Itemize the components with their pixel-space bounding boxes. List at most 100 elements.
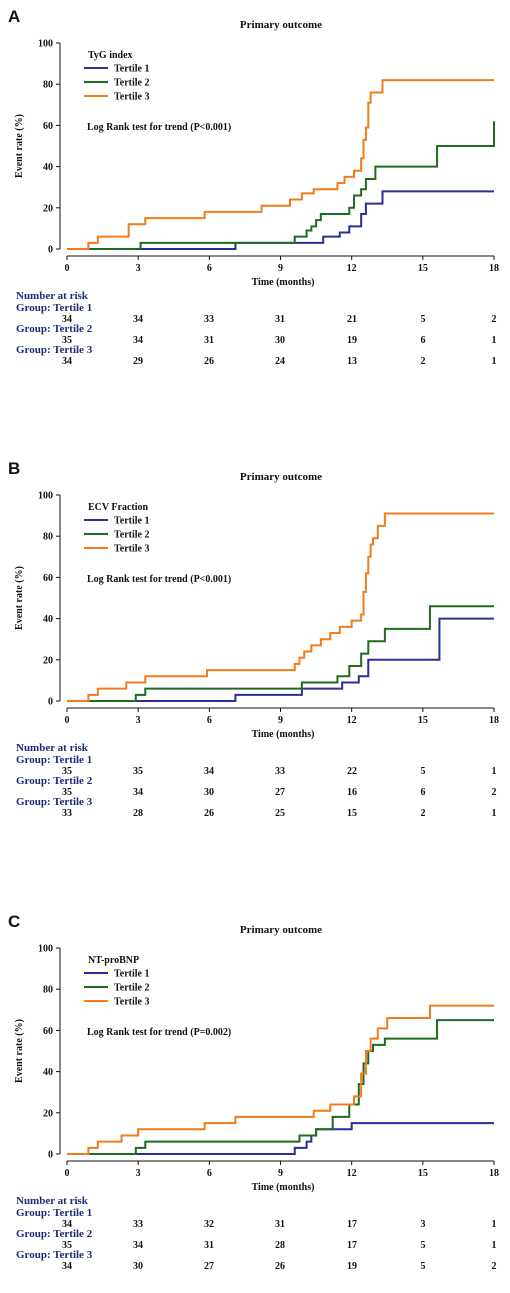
risk-count: 28 [275,1240,285,1251]
y-tick-label: 100 [38,491,53,502]
risk-count: 32 [204,1219,214,1230]
risk-count: 19 [347,335,357,346]
risk-count: 24 [275,356,285,367]
y-tick-label: 20 [43,203,53,214]
risk-count: 34 [133,335,143,346]
risk-count: 5 [421,314,426,325]
risk-count: 26 [275,1261,285,1272]
risk-group-label: Group: Tertile 1 [16,754,92,766]
risk-count: 2 [492,314,497,325]
x-tick-label: 0 [65,715,70,726]
x-tick-label: 0 [65,263,70,274]
legend-label-tertile-1: Tertile 1 [114,969,149,980]
risk-count: 31 [204,1240,214,1251]
risk-count: 13 [347,356,357,367]
x-tick-label: 9 [278,715,283,726]
series-line-tertile-3 [67,512,494,702]
chart-title: Primary outcome [240,924,322,936]
series-line-tertile-2 [67,121,495,250]
x-tick-label: 6 [207,263,212,274]
risk-count: 1 [492,1219,497,1230]
x-tick-label: 15 [418,715,428,726]
panel-letter: B [8,459,20,478]
risk-count: 35 [62,1240,72,1251]
panel-letter: A [8,7,20,26]
chart-title: Primary outcome [240,19,322,31]
risk-count: 30 [275,335,285,346]
legend-title: TyG index [88,50,133,61]
risk-table-heading: Number at risk [16,290,89,302]
risk-group-label: Group: Tertile 3 [16,796,93,808]
risk-count: 27 [204,1261,214,1272]
risk-count: 1 [492,335,497,346]
risk-count: 26 [204,808,214,819]
series-line-tertile-2 [67,605,494,702]
x-tick-label: 3 [136,263,141,274]
risk-count: 19 [347,1261,357,1272]
legend-label-tertile-3: Tertile 3 [114,997,149,1008]
risk-count: 16 [347,787,357,798]
risk-count: 15 [347,808,357,819]
x-axis-label: Time (months) [252,277,315,288]
risk-count: 33 [275,766,285,777]
risk-count: 35 [62,335,72,346]
y-tick-label: 0 [48,697,53,708]
risk-count: 30 [133,1261,143,1272]
legend-label-tertile-2: Tertile 2 [114,530,149,541]
risk-count: 17 [347,1240,357,1251]
x-tick-label: 18 [489,1168,499,1179]
risk-count: 2 [421,356,426,367]
legend-label-tertile-2: Tertile 2 [114,78,149,89]
x-tick-label: 15 [418,1168,428,1179]
risk-count: 2 [421,808,426,819]
risk-count: 1 [492,766,497,777]
x-axis-label: Time (months) [252,1182,315,1193]
risk-count: 5 [421,1261,426,1272]
risk-count: 33 [62,808,72,819]
risk-count: 34 [133,787,143,798]
y-tick-label: 60 [43,573,53,584]
risk-count: 6 [421,335,426,346]
x-tick-label: 3 [136,715,141,726]
risk-table-heading: Number at risk [16,742,89,754]
risk-group-label: Group: Tertile 2 [16,1228,93,1240]
legend-title: NT-proBNP [88,955,139,966]
series-line-tertile-3 [67,1004,494,1155]
legend-label-tertile-2: Tertile 2 [114,983,149,994]
risk-count: 33 [133,1219,143,1230]
risk-count: 21 [347,314,357,325]
legend-label-tertile-3: Tertile 3 [114,92,149,103]
series-line-tertile-2 [67,1019,494,1155]
y-tick-label: 40 [43,614,53,625]
risk-count: 27 [275,787,285,798]
risk-count: 34 [133,1240,143,1251]
risk-count: 35 [62,787,72,798]
risk-count: 34 [62,314,72,325]
risk-count: 22 [347,766,357,777]
risk-group-label: Group: Tertile 3 [16,344,93,356]
y-tick-label: 20 [43,655,53,666]
y-tick-label: 60 [43,121,53,132]
risk-group-label: Group: Tertile 1 [16,1207,92,1219]
x-tick-label: 18 [489,263,499,274]
y-tick-label: 40 [43,162,53,173]
risk-count: 34 [62,1261,72,1272]
risk-count: 1 [492,356,497,367]
legend-label-tertile-1: Tertile 1 [114,64,149,75]
risk-count: 5 [421,766,426,777]
series-line-tertile-1 [67,1122,494,1155]
legend-title: ECV Fraction [88,502,149,513]
risk-count: 31 [275,314,285,325]
y-tick-label: 20 [43,1108,53,1119]
risk-count: 34 [133,314,143,325]
y-tick-label: 80 [43,80,53,91]
risk-count: 1 [492,1240,497,1251]
x-tick-label: 15 [418,263,428,274]
risk-count: 33 [204,314,214,325]
risk-count: 35 [62,766,72,777]
series-line-tertile-1 [67,617,494,702]
y-axis-label: Event rate (%) [14,114,25,178]
